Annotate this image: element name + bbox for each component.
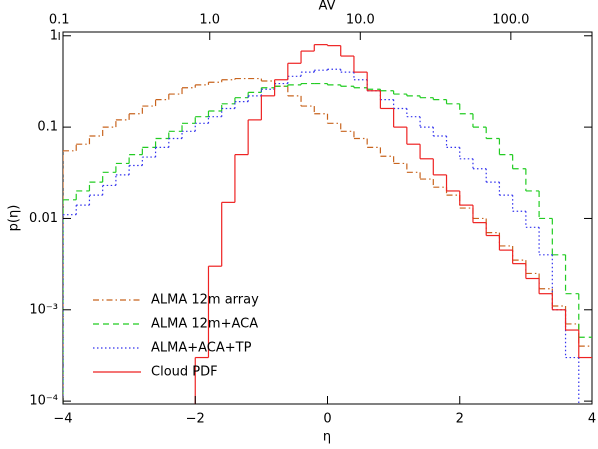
x-tick-label: −4 <box>53 412 72 427</box>
plot-frame <box>62 31 593 405</box>
plot-area <box>63 44 592 404</box>
x2-tick-label: 10.0 <box>346 13 375 28</box>
x2-tick-label: 100.0 <box>492 13 529 28</box>
legend-label: ALMA+ACA+TP <box>151 341 252 356</box>
y-tick-label: 10⁻³ <box>29 302 58 317</box>
x-tick-label: 4 <box>588 412 596 427</box>
x-tick-label: −2 <box>186 412 205 427</box>
y-tick-label: 0.01 <box>29 211 58 226</box>
x-axis-label: η <box>323 430 331 445</box>
legend-label: ALMA 12m array <box>151 293 259 308</box>
y-tick-label: 0.1 <box>37 120 58 135</box>
x2-tick-label: 0.1 <box>49 13 70 28</box>
x-tick-label: 0 <box>323 412 331 427</box>
y-tick-label: 10⁻⁴ <box>29 394 58 409</box>
y-axis-label: p(η) <box>7 205 22 232</box>
x2-tick-label: 1.0 <box>199 13 220 28</box>
legend-label: Cloud PDF <box>151 365 218 380</box>
y-tick-label: 1 <box>50 28 58 43</box>
x2-axis-label: AV <box>319 0 336 14</box>
legend-label: ALMA 12m+ACA <box>151 317 258 332</box>
x-tick-label: 2 <box>456 412 464 427</box>
